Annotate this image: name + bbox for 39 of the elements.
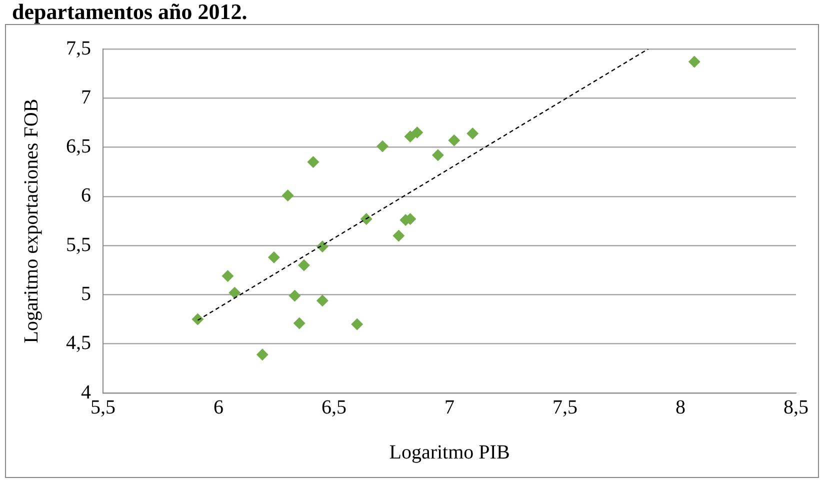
point — [222, 270, 234, 282]
point — [360, 213, 372, 226]
point — [288, 290, 301, 302]
y-tick-label: 6,5 — [66, 136, 91, 158]
chart-title: departamentos año 2012. — [12, 0, 248, 24]
point — [688, 56, 700, 68]
point — [316, 294, 328, 307]
x-axis-title: Logaritmo PIB — [389, 441, 510, 464]
point — [432, 149, 444, 162]
y-tick-label: 7,5 — [66, 37, 91, 60]
x-tick-label: 7 — [444, 396, 454, 418]
x-tick-label: 8 — [676, 396, 686, 418]
y-tick-label: 7 — [81, 86, 91, 108]
x-tick-label: 8,5 — [784, 396, 808, 418]
y-tick-label: 5,5 — [66, 234, 91, 256]
y-tick-label: 6 — [81, 184, 91, 207]
point — [192, 313, 204, 326]
y-tick-label: 5 — [81, 282, 91, 305]
y-axis-title: Logaritmo exportaciones FOB — [20, 98, 42, 344]
point — [256, 348, 268, 361]
point — [282, 189, 294, 202]
point — [466, 128, 479, 140]
point — [376, 140, 389, 152]
point — [411, 126, 424, 139]
x-tick-label: 7,5 — [552, 396, 578, 418]
point — [307, 156, 320, 168]
point — [448, 134, 460, 146]
point — [268, 251, 280, 264]
point — [316, 240, 328, 253]
point — [293, 317, 306, 330]
point — [351, 318, 364, 330]
x-tick-label: 6 — [214, 396, 224, 418]
point — [298, 259, 310, 272]
x-tick-label: 6,5 — [322, 396, 346, 418]
point — [392, 230, 405, 242]
y-tick-label: 4 — [81, 381, 91, 404]
y-tick-label: 4,5 — [66, 332, 91, 354]
point — [228, 286, 241, 299]
point — [404, 130, 416, 142]
